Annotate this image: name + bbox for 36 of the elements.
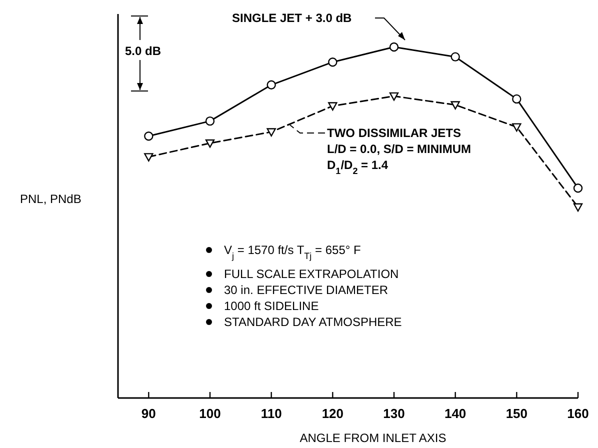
point (205, 116, 215, 126)
point (450, 52, 460, 62)
annotation: 1000 ft SIDELINE (224, 299, 319, 313)
annotation: D$_{1}$/D$_{2}$ = 1.4 (327, 158, 388, 176)
x-tick-label: 150 (506, 406, 528, 421)
y-axis-title: PNL, PNdB (20, 192, 82, 206)
point (144, 132, 154, 141)
x-tick-label: 140 (444, 406, 466, 421)
annotation: L/D = 0.0, S/D = MINIMUM (327, 142, 472, 156)
x-tick-label: 130 (383, 406, 405, 421)
text: SINGLE JET + 3.0 dB (232, 11, 352, 25)
annotation: 5.0 dB (125, 44, 162, 58)
annotation: 30 in. EFFECTIVE DIAMETER (224, 283, 388, 297)
x-tick-label: 110 (260, 406, 282, 421)
point (389, 92, 399, 101)
point (389, 42, 399, 52)
x-tick-label: 100 (199, 406, 221, 421)
point (450, 101, 460, 110)
x-tick-label: 120 (322, 406, 344, 421)
x-tick-label: 90 (141, 406, 156, 421)
point (266, 128, 276, 137)
point (328, 57, 338, 67)
point (144, 153, 154, 162)
point (512, 123, 522, 132)
annotation: STANDARD DAY ATMOSPHERE (224, 315, 402, 329)
point (328, 102, 338, 111)
point (205, 139, 215, 148)
point (573, 184, 583, 193)
point (573, 203, 583, 212)
x-tick-label: 160 (567, 406, 589, 421)
point (266, 80, 276, 90)
annotation: FULL SCALE EXTRAPOLATION (224, 267, 399, 281)
point (512, 94, 522, 104)
x-axis-title: ANGLE FROM INLET AXIS (300, 431, 446, 445)
legend-label: TWO DISSIMILAR JETS (327, 126, 462, 140)
annotation: V$_{j}$ = 1570 ft/s T$_{Tj}$ = 655° F (224, 243, 361, 261)
